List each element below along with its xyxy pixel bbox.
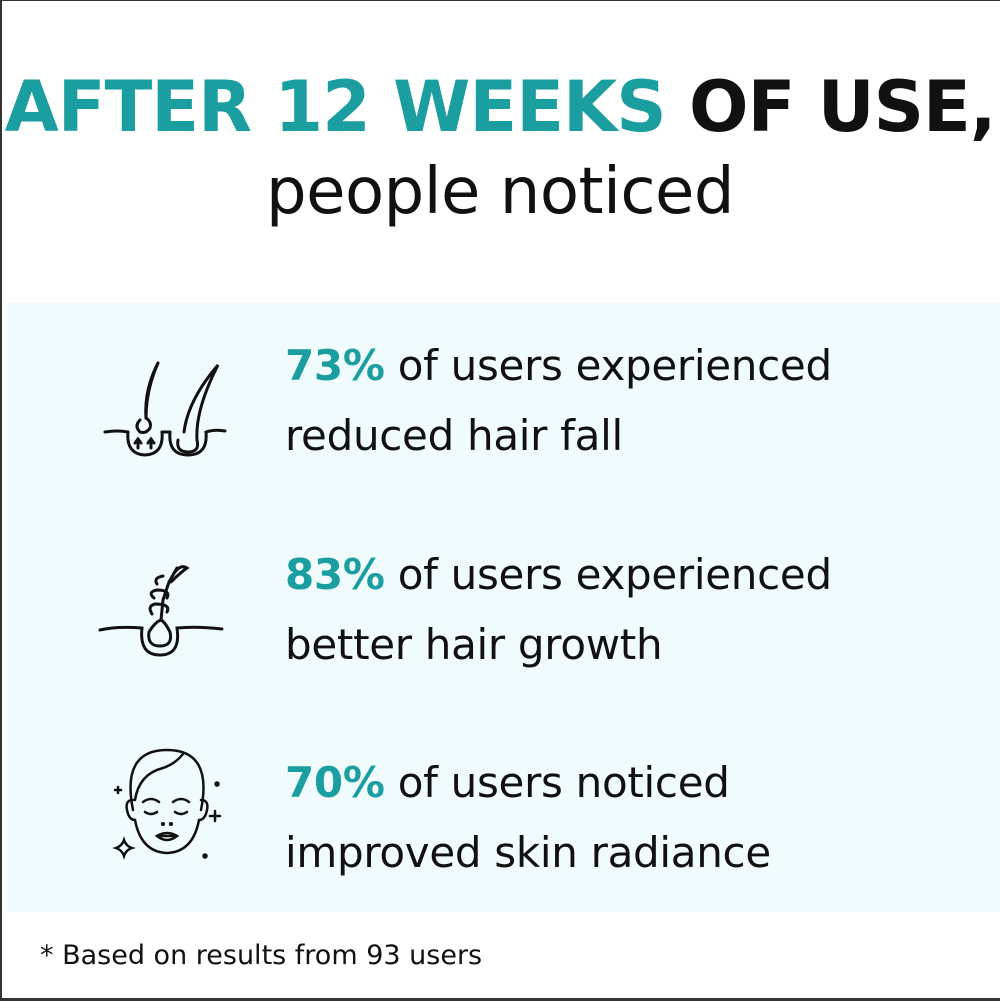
- stat-text-line2: better hair growth: [285, 620, 663, 669]
- footnote: * Based on results from 93 users: [40, 940, 483, 971]
- stat-text-line2: improved skin radiance: [285, 828, 771, 877]
- stat-percent: 70%: [285, 758, 385, 807]
- stat-percent: 83%: [285, 550, 385, 599]
- hair-growth-icon: [98, 565, 224, 657]
- stats-panel: [6, 303, 1000, 912]
- stat-text-line1: of users experienced: [384, 341, 832, 390]
- stat-text-line1: of users experienced: [384, 550, 832, 599]
- stat-text-line2: reduced hair fall: [285, 411, 623, 460]
- stat-hair-fall: 73% of users experienced reduced hair fa…: [285, 331, 832, 471]
- stat-text-line1: of users noticed: [384, 758, 730, 807]
- stat-percent: 73%: [285, 341, 385, 390]
- headline-rest: OF USE,: [665, 66, 996, 148]
- headline-accent: AFTER 12 WEEKS: [4, 66, 667, 148]
- radiant-face-icon: [112, 748, 222, 860]
- stat-hair-growth: 83% of users experienced better hair gro…: [285, 540, 832, 680]
- stat-skin-radiance: 70% of users noticed improved skin radia…: [285, 748, 771, 888]
- hair-follicle-icon: [103, 361, 227, 457]
- headline-subtitle: people noticed: [265, 155, 735, 229]
- headline: AFTER 12 WEEKS OF USE,: [0, 62, 1000, 152]
